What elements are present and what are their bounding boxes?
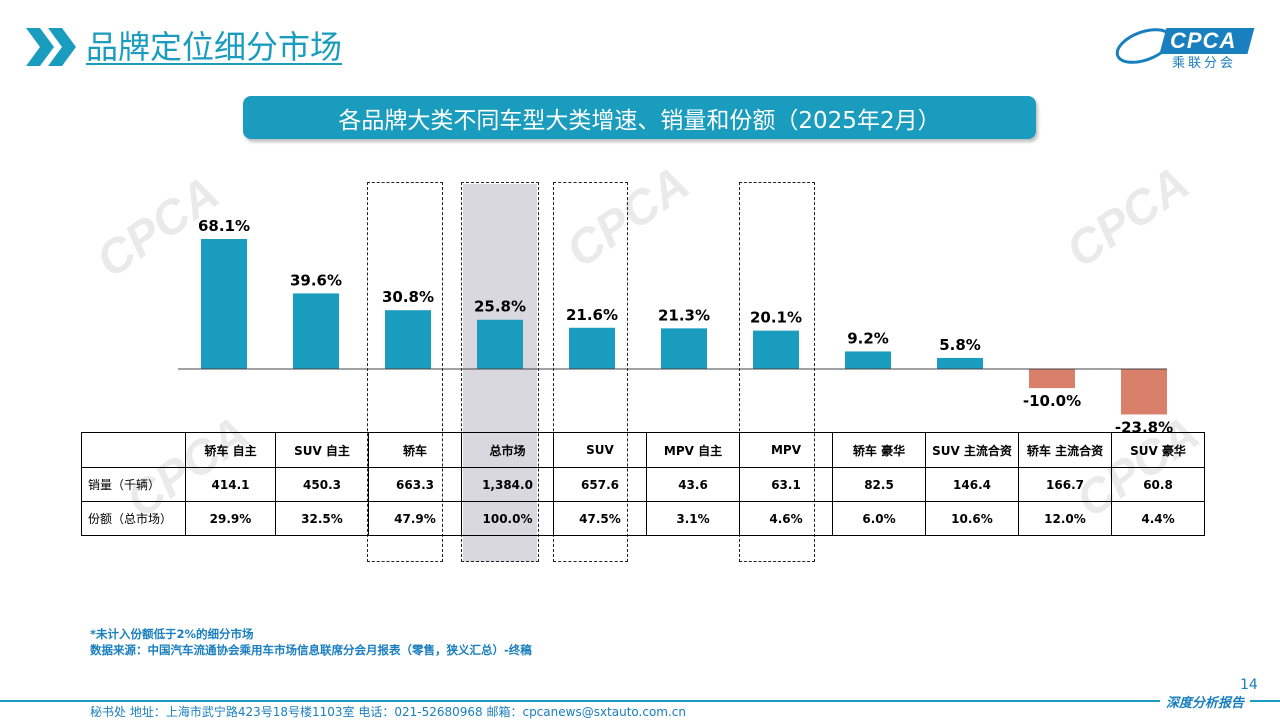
table-cell: 100.0% [461, 501, 554, 536]
chevron-right-icon [26, 28, 76, 66]
table-cell: 4.6% [739, 501, 833, 536]
highlight-frame-total [461, 182, 539, 562]
table-header-cell: 轿车 豪华 [832, 432, 926, 468]
table-cell: 29.9% [185, 501, 276, 536]
logo-text: CPCA [1170, 28, 1237, 53]
table-cell: 82.5 [832, 467, 926, 502]
table-cell: 43.6 [646, 467, 740, 502]
highlight-frame-sedan [367, 182, 443, 562]
bar [293, 293, 339, 369]
table-cell: 1,384.0 [461, 467, 554, 502]
data-label: 5.8% [939, 336, 981, 354]
table-header-cell: SUV 主流合资 [925, 432, 1019, 468]
highlight-frame-mpv [739, 182, 815, 562]
footnote: *未计入份额低于2%的细分市场 数据来源：中国汽车流通协会乘用车市场信息联席分会… [90, 626, 532, 658]
highlight-frame-suv [553, 182, 628, 562]
data-label: -23.8% [1115, 418, 1173, 436]
page-number: 14 [1240, 677, 1258, 693]
data-label: 21.3% [658, 306, 710, 324]
table-cell: 146.4 [925, 467, 1019, 502]
bar [385, 310, 431, 369]
table-header-cell: SUV 自主 [275, 432, 369, 468]
table-header-cell: MPV [739, 432, 833, 468]
data-label: 21.6% [566, 306, 618, 324]
report-type-label: 深度分析报告 [1159, 692, 1250, 711]
bar [937, 357, 983, 369]
footnote-line: *未计入份额低于2%的细分市场 [90, 627, 254, 641]
table-row: 销量（千辆） 414.1 450.3 663.3 1,384.0 657.6 4… [81, 467, 1205, 502]
bar [661, 328, 707, 369]
table-header-cell: SUV [553, 432, 647, 468]
table-cell: 60.8 [1111, 467, 1205, 502]
table-header-cell: 轿车 自主 [185, 432, 276, 468]
table-row: 份额（总市场） 29.9% 32.5% 47.9% 100.0% 47.5% 3… [81, 501, 1205, 536]
footer-divider [0, 700, 1280, 702]
data-label: 39.6% [290, 271, 342, 289]
data-label: -10.0% [1023, 392, 1081, 410]
bar [1029, 369, 1075, 389]
table-cell: 47.9% [368, 501, 462, 536]
table-cell: 47.5% [553, 501, 647, 536]
chart-title-banner: 各品牌大类不同车型大类增速、销量和份额（2025年2月） [243, 96, 1036, 139]
bar [1121, 369, 1167, 415]
bar [477, 319, 523, 369]
table-cell: 12.0% [1018, 501, 1112, 536]
table-header-cell: 轿车 主流合资 [1018, 432, 1112, 468]
table-header-cell: SUV 豪华 [1111, 432, 1205, 468]
table-cell: 63.1 [739, 467, 833, 502]
table-cell: 663.3 [368, 467, 462, 502]
data-table: 轿车 自主 SUV 自主 轿车 总市场 SUV MPV 自主 MPV 轿车 豪华… [81, 432, 1205, 536]
table-cell: 166.7 [1018, 467, 1112, 502]
table-cell: 4.4% [1111, 501, 1205, 536]
data-label: 25.8% [474, 298, 526, 316]
bar [753, 330, 799, 369]
logo-subtitle: 乘联分会 [1172, 56, 1237, 71]
page-title: 品牌定位细分市场 [86, 28, 343, 66]
row-label: 份额（总市场） [81, 501, 186, 536]
cpca-logo-icon [1115, 28, 1255, 64]
data-label: 9.2% [847, 329, 889, 347]
table-header-cell: MPV 自主 [646, 432, 740, 468]
table-cell: 32.5% [275, 501, 369, 536]
bar [569, 327, 615, 369]
data-label: 20.1% [750, 309, 802, 327]
table-cell: 657.6 [553, 467, 647, 502]
table-cell: 6.0% [832, 501, 926, 536]
table-cell: 10.6% [925, 501, 1019, 536]
footer-address: 秘书处 地址：上海市武宁路423号18号楼1103室 电话：021-526809… [90, 705, 687, 719]
table-header-cell: 轿车 [368, 432, 462, 468]
table-cell: 450.3 [275, 467, 369, 502]
bar [201, 239, 247, 369]
data-label: 68.1% [198, 217, 250, 235]
table-cell: 414.1 [185, 467, 276, 502]
table-corner-cell [81, 432, 186, 468]
table-header-cell: 总市场 [461, 432, 554, 468]
table-cell: 3.1% [646, 501, 740, 536]
data-label: 30.8% [382, 288, 434, 306]
bar [845, 351, 891, 369]
row-label: 销量（千辆） [81, 467, 186, 502]
data-source-line: 数据来源：中国汽车流通协会乘用车市场信息联席分会月报表（零售，狭义汇总）-终稿 [90, 643, 532, 657]
table-header-row: 轿车 自主 SUV 自主 轿车 总市场 SUV MPV 自主 MPV 轿车 豪华… [81, 432, 1205, 468]
